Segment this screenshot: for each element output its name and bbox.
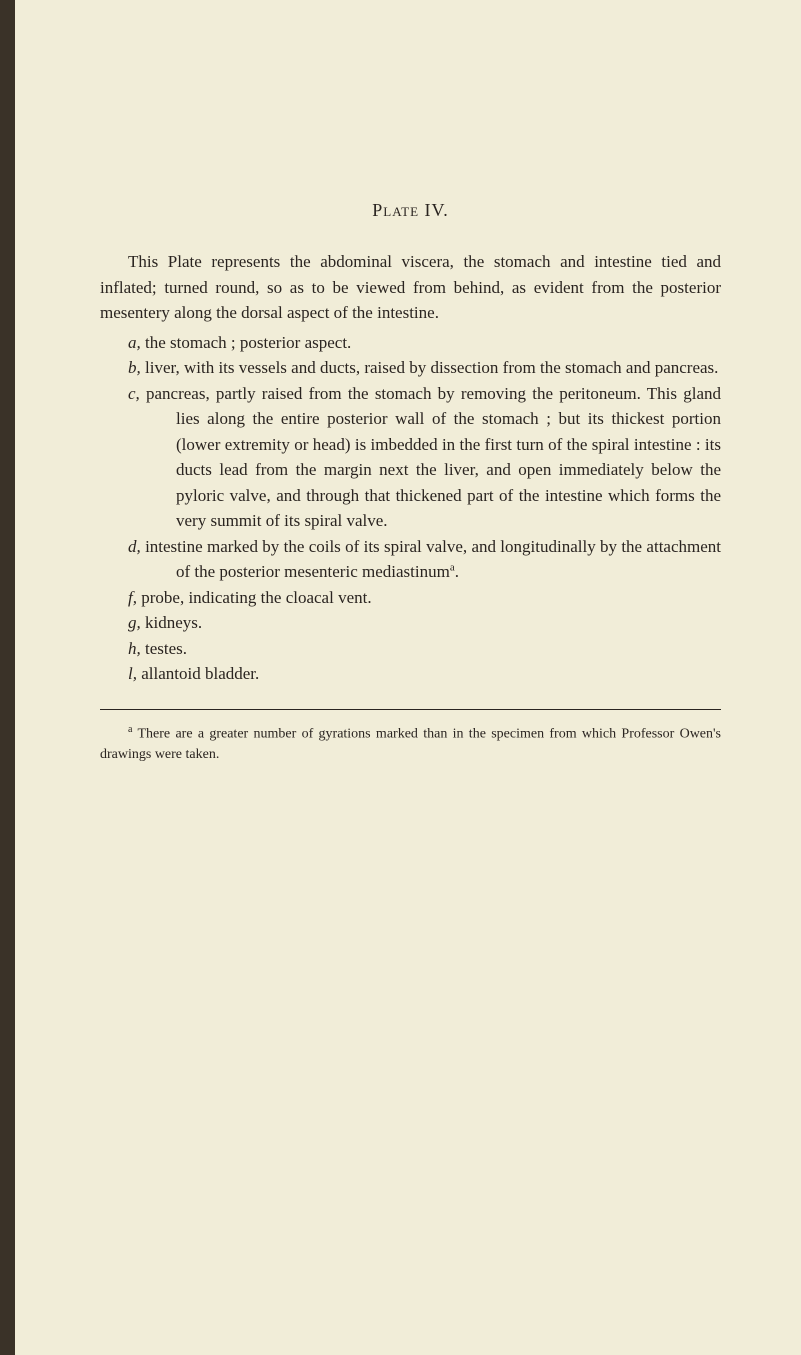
item-text: allantoid bladder. xyxy=(137,664,259,683)
list-item: h, testes. xyxy=(100,636,721,662)
footnote: a There are a greater number of gyration… xyxy=(100,722,721,766)
list-item: l, allantoid bladder. xyxy=(100,661,721,687)
list-item: b, liver, with its vessels and ducts, ra… xyxy=(100,355,721,381)
item-label: c, xyxy=(128,384,140,403)
item-label: l, xyxy=(128,664,137,683)
item-text: kidneys. xyxy=(141,613,202,632)
item-text: probe, indicating the cloacal vent. xyxy=(137,588,372,607)
item-text: liver, with its vessels and ducts, raise… xyxy=(141,358,719,377)
item-label: f, xyxy=(128,588,137,607)
footnote-divider xyxy=(100,709,721,710)
item-text-after: . xyxy=(455,562,459,581)
item-text: the stomach ; posterior aspect. xyxy=(141,333,352,352)
item-text: pancreas, partly raised from the stomach… xyxy=(140,384,721,531)
item-label: g, xyxy=(128,613,141,632)
plate-title: Plate IV. xyxy=(100,200,721,221)
list-item: d, intestine marked by the coils of its … xyxy=(100,534,721,585)
item-label: d, xyxy=(128,537,141,556)
item-text: testes. xyxy=(141,639,187,658)
list-item: c, pancreas, partly raised from the stom… xyxy=(100,381,721,534)
item-label: h, xyxy=(128,639,141,658)
footnote-text: There are a greater number of gyrations … xyxy=(100,726,721,762)
item-list: a, the stomach ; posterior aspect.b, liv… xyxy=(100,330,721,687)
intro-paragraph: This Plate represents the abdominal visc… xyxy=(100,249,721,326)
item-text: intestine marked by the coils of its spi… xyxy=(141,537,721,582)
item-label: a, xyxy=(128,333,141,352)
list-item: g, kidneys. xyxy=(100,610,721,636)
list-item: f, probe, indicating the cloacal vent. xyxy=(100,585,721,611)
list-item: a, the stomach ; posterior aspect. xyxy=(100,330,721,356)
item-label: b, xyxy=(128,358,141,377)
